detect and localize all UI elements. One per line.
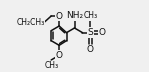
Text: CH₃: CH₃ [83,11,98,20]
Text: CH₂CH₃: CH₂CH₃ [16,17,45,26]
Text: O: O [56,51,63,60]
Text: O: O [56,12,63,21]
Text: S: S [88,28,93,37]
Text: NH₂: NH₂ [66,11,83,20]
Text: O: O [87,45,94,54]
Text: O: O [98,28,105,37]
Text: CH₃: CH₃ [44,61,58,70]
